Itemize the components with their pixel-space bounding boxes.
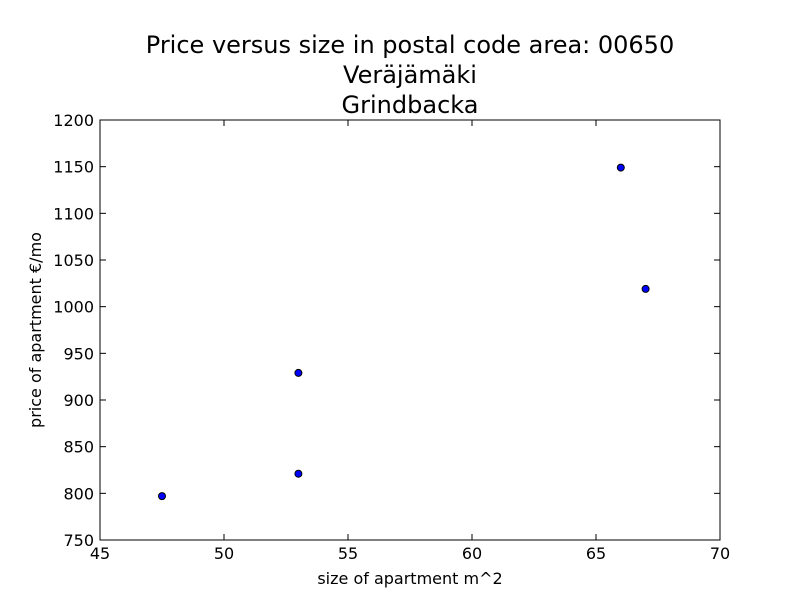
scatter-point [294, 368, 303, 377]
y-tick-label: 750 [63, 531, 94, 550]
x-tick-label: 50 [214, 544, 234, 563]
scatter-point [616, 163, 625, 172]
y-tick-label: 1150 [53, 158, 94, 177]
x-tick-label: 65 [586, 544, 606, 563]
x-axis-label: size of apartment m^2 [317, 569, 502, 588]
y-tick-label: 1200 [53, 111, 94, 130]
scatter-point [294, 469, 303, 478]
x-tick-label: 55 [338, 544, 358, 563]
y-tick-label: 1050 [53, 251, 94, 270]
chart-title-line-3: Grindbacka [342, 91, 479, 119]
y-axis-label: price of apartment €/mo [26, 232, 45, 428]
y-tick-label: 1100 [53, 204, 94, 223]
x-tick-label: 70 [710, 544, 730, 563]
x-axis-ticks: 45 50 55 60 65 70 [90, 120, 730, 563]
scatter-point [641, 284, 650, 293]
y-axis-ticks: 750 800 850 900 950 1000 1050 1100 1150 1200 [53, 111, 720, 550]
y-tick-label: 900 [63, 391, 94, 410]
y-tick-label: 1000 [53, 298, 94, 317]
scatter-point [158, 492, 166, 501]
y-tick-label: 850 [63, 438, 94, 457]
chart-title-line-2: Veräjämäki [343, 61, 477, 89]
data-points [158, 163, 650, 501]
x-tick-label: 45 [90, 544, 110, 563]
chart-title-line-1: Price versus size in postal code area: 0… [146, 31, 674, 59]
x-tick-label: 60 [462, 544, 482, 563]
y-tick-label: 800 [63, 484, 94, 503]
y-tick-label: 950 [63, 344, 94, 363]
chart-title: Price versus size in postal code area: 0… [146, 31, 674, 119]
plot-area [99, 119, 721, 541]
